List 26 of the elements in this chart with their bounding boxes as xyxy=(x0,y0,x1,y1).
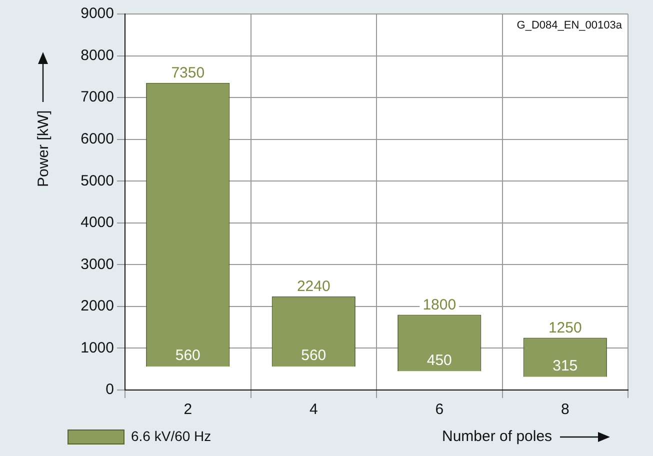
y-tick-label: 9000 xyxy=(80,5,114,22)
annotation: 560 xyxy=(301,347,326,364)
x-tick-label: 4 xyxy=(309,401,318,418)
y-tick-label: 8000 xyxy=(80,46,114,64)
y-tick-label: 4000 xyxy=(80,214,114,232)
x-tick-label: 8 xyxy=(560,401,570,418)
y-axis-title: Power [kW] xyxy=(34,110,52,187)
annotation: 1250 xyxy=(548,319,582,336)
y-tick-label: 3000 xyxy=(80,256,114,273)
y-tick-label: 0 xyxy=(106,381,114,398)
annotation: G_D084_EN_00103a xyxy=(516,20,623,32)
annotation: 1800 xyxy=(422,296,456,314)
y-tick-label: 2000 xyxy=(80,298,114,315)
annotation: 315 xyxy=(552,357,578,374)
y-tick-label: 1000 xyxy=(80,339,114,356)
x-tick-label: 6 xyxy=(435,401,444,418)
annotation: 450 xyxy=(426,352,452,369)
y-tick-label: 5000 xyxy=(80,172,114,190)
legend-label: 6.6 kV/60 Hz xyxy=(131,428,212,444)
y-tick-label: 7000 xyxy=(80,88,114,106)
y-tick-label: 6000 xyxy=(80,130,114,148)
x-tick-label: 2 xyxy=(184,401,192,418)
x-axis-title: Number of poles xyxy=(442,428,552,445)
annotation: 7350 xyxy=(171,64,205,82)
annotation: 560 xyxy=(175,347,200,364)
annotation: 2240 xyxy=(296,278,330,296)
